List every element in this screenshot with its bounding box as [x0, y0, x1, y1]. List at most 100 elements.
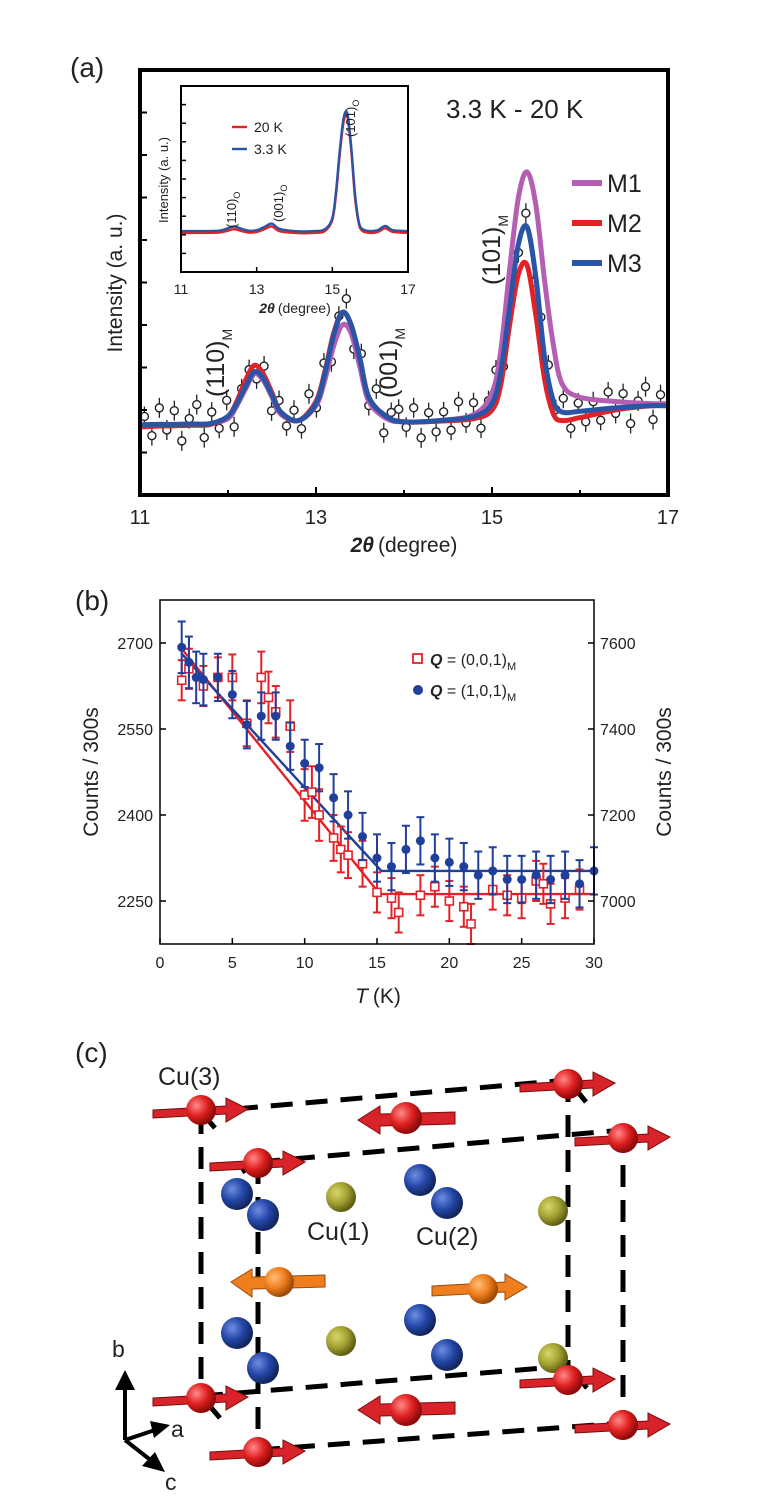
- data-point: [304, 389, 314, 399]
- y-tick-label-left: 2550: [117, 722, 153, 739]
- panel-b-ylabel-right: Counts / 300s: [653, 707, 676, 837]
- inset-legend: 20 K 3.3 K: [232, 119, 287, 157]
- data-point: [431, 427, 441, 437]
- data-point: [394, 404, 404, 414]
- data-point: [169, 405, 180, 416]
- inset-curve-20k: [180, 113, 409, 235]
- x-tick-label: 13: [305, 507, 327, 529]
- inset-curve-33k: [181, 110, 409, 233]
- data-point: [314, 763, 324, 773]
- legend-label-q001: Q = (0,0,1)M: [430, 652, 516, 673]
- data-point: [438, 407, 449, 417]
- data-point: [558, 393, 568, 403]
- data-point: [386, 893, 397, 903]
- panel-a-xlabel: 2θ (degree): [350, 534, 458, 557]
- inset-ylabel: Intensity (a. u.): [156, 137, 171, 223]
- x-tick-label: 11: [130, 507, 151, 529]
- data-point: [566, 423, 576, 433]
- cu1-atom: [538, 1343, 568, 1373]
- red-spin: [574, 1123, 672, 1153]
- label-cu3: Cu(3): [158, 1063, 221, 1091]
- label-cu1: Cu(1): [307, 1218, 370, 1246]
- data-point: [343, 810, 353, 820]
- orange-spin-left: [230, 1267, 326, 1298]
- legend-marker-q101: [413, 685, 423, 695]
- data-point: [372, 887, 382, 898]
- data-point: [386, 407, 396, 418]
- fit-line-q001: [180, 647, 594, 896]
- data-point: [199, 432, 209, 443]
- data-point: [289, 405, 299, 415]
- data-point: [517, 875, 527, 884]
- legend-label-m1: M1: [607, 170, 642, 198]
- data-point: [655, 390, 666, 400]
- label-cu2: Cu(2): [416, 1223, 479, 1251]
- axis-a-label: a: [171, 1416, 184, 1442]
- data-point: [154, 403, 165, 413]
- peak-label-110m: (110)M: [202, 329, 235, 397]
- data-point: [459, 862, 469, 872]
- cu1-atom: [538, 1196, 568, 1226]
- cu3-spins: [152, 1069, 672, 1467]
- data-point: [379, 428, 389, 438]
- y-tick-label-left: 2700: [117, 636, 153, 653]
- red-spin: [152, 1095, 250, 1125]
- axis-a-arrow: [124, 1428, 156, 1442]
- cu2-atom: [221, 1178, 253, 1210]
- panel-a-x-ticks: 11 13 15 17: [130, 111, 679, 529]
- data-point: [473, 870, 483, 880]
- data-point: [423, 408, 434, 418]
- data-point: [177, 436, 187, 446]
- data-point: [329, 793, 339, 803]
- data-point: [458, 901, 469, 912]
- inset-frame: [180, 85, 409, 273]
- x-tick-label: 15: [368, 955, 386, 972]
- cu2-atom: [431, 1187, 463, 1219]
- data-point: [227, 690, 237, 700]
- data-point: [147, 430, 157, 441]
- data-point: [177, 642, 187, 652]
- x-tick-label: 5: [228, 955, 237, 972]
- y-tick-label-right: 7600: [600, 636, 636, 653]
- axis-b-head: [115, 1370, 135, 1390]
- cu1-atoms: [326, 1182, 568, 1373]
- panel-a-ylabel: Intensity (a. u.): [104, 214, 127, 353]
- inset-x-tick-label: 17: [400, 281, 416, 297]
- data-point: [256, 711, 266, 721]
- data-point: [408, 403, 419, 413]
- panel-b-label: (b): [75, 585, 109, 616]
- data-point: [430, 881, 440, 892]
- data-point: [468, 397, 479, 408]
- unit-cell-edges: [198, 1077, 626, 1453]
- cu2-atom: [247, 1352, 279, 1384]
- red-spin: [209, 1437, 307, 1467]
- data-point: [603, 387, 613, 397]
- cu2-atom: [221, 1317, 253, 1349]
- data-point: [488, 866, 498, 876]
- legend-label-q101: Q = (1,0,1)M: [430, 683, 516, 704]
- data-point: [336, 844, 346, 855]
- red-spin: [357, 1394, 456, 1426]
- cu2-atom: [404, 1164, 436, 1196]
- data-point: [560, 870, 570, 880]
- inset-xlabel: 2θ (degree): [258, 300, 331, 316]
- data-point: [618, 388, 628, 399]
- y-tick-label-right: 7000: [600, 894, 636, 911]
- data-point: [371, 384, 381, 394]
- orange-spins: [230, 1267, 528, 1304]
- crystal-axes: [115, 1370, 170, 1472]
- red-spin: [357, 1102, 456, 1135]
- data-point: [176, 675, 187, 686]
- x-tick-label: 0: [156, 955, 165, 972]
- red-spin: [152, 1383, 250, 1413]
- data-point: [444, 857, 454, 867]
- fit-line-q101: [180, 652, 594, 873]
- data-point: [393, 907, 404, 918]
- legend-label-m3: M3: [607, 250, 642, 278]
- data-point: [192, 399, 202, 410]
- data-point: [358, 832, 368, 841]
- legend-marker-q001: [412, 653, 423, 664]
- data-point: [640, 382, 651, 392]
- data-point: [538, 878, 549, 889]
